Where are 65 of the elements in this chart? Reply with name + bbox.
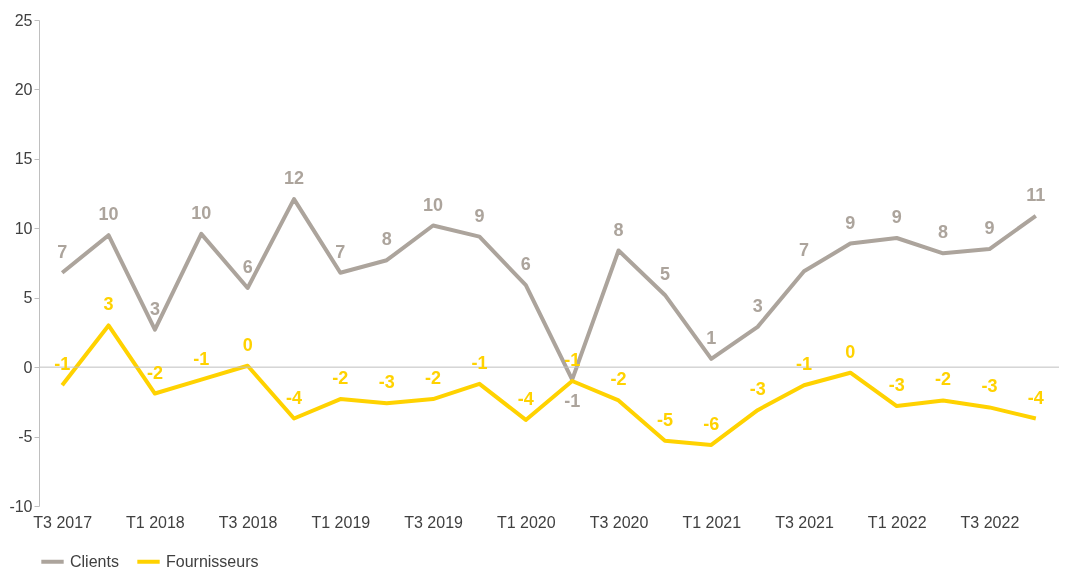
data-label: -3: [981, 376, 998, 397]
data-label: 9: [845, 212, 856, 233]
data-label: -2: [935, 369, 952, 390]
data-label: -6: [703, 413, 720, 434]
x-tick-label: T3 2021: [775, 513, 834, 531]
y-tick-label: 5: [23, 289, 33, 307]
data-label: 1: [706, 327, 717, 348]
data-label: 3: [103, 294, 114, 315]
data-label: -1: [471, 352, 488, 373]
x-tick-label: T1 2020: [496, 513, 556, 531]
data-label: -1: [795, 354, 813, 375]
data-label: -3: [749, 379, 766, 400]
data-label: -2: [610, 369, 627, 390]
y-tick-label: 15: [14, 150, 33, 168]
data-label: 8: [613, 219, 624, 240]
y-tick-label: -5: [18, 428, 33, 446]
data-label: -1: [193, 348, 210, 369]
data-label: 5: [659, 263, 670, 284]
data-label: 7: [57, 241, 68, 262]
data-label: 7: [798, 240, 810, 261]
y-tick-label: -10: [9, 497, 33, 515]
data-label: 3: [149, 298, 160, 319]
data-label: 0: [845, 341, 856, 362]
y-tick-label: 10: [14, 219, 33, 237]
x-tick-label: T3 2022: [960, 513, 1020, 531]
data-label: 10: [191, 202, 212, 223]
data-label: -3: [888, 375, 905, 396]
x-tick-label: T1 2021: [682, 513, 742, 531]
x-tick-label: T3 2017: [33, 513, 93, 531]
data-label: 6: [242, 256, 253, 277]
data-label: 11: [1026, 184, 1046, 205]
data-label: 0: [242, 334, 253, 355]
data-label: 3: [752, 295, 763, 316]
data-label: 8: [938, 222, 949, 243]
data-label: 10: [98, 204, 119, 225]
data-label: 6: [520, 254, 531, 275]
x-tick-label: T3 2019: [404, 513, 464, 531]
data-label: -3: [378, 372, 395, 393]
data-label: -5: [656, 409, 673, 430]
data-label: -1: [564, 390, 581, 411]
x-tick-label: T1 2019: [311, 513, 371, 531]
data-label: 10: [423, 194, 444, 215]
x-tick-label: T3 2020: [589, 513, 649, 531]
data-label: 9: [984, 218, 995, 239]
data-label: 9: [891, 207, 902, 228]
y-tick-label: 20: [14, 80, 33, 98]
data-label: -2: [332, 368, 349, 389]
data-label: 8: [381, 229, 392, 250]
y-tick-label: 0: [23, 358, 33, 376]
data-label: 9: [474, 205, 485, 226]
legend-label: Clients: [70, 552, 119, 570]
data-label: -4: [517, 388, 534, 409]
y-tick-label: 25: [14, 11, 33, 29]
x-tick-label: T1 2022: [867, 513, 927, 531]
legend-label: Fournisseurs: [166, 552, 259, 570]
data-label: -4: [285, 387, 303, 408]
x-tick-label: T1 2018: [126, 513, 185, 531]
data-label: -4: [1027, 387, 1044, 408]
data-label: -1: [54, 354, 71, 375]
x-tick-label: T3 2018: [218, 513, 278, 531]
data-label: 12: [283, 168, 305, 189]
data-label: -2: [425, 368, 442, 389]
data-label: 7: [335, 241, 346, 262]
data-label: -2: [146, 362, 163, 383]
data-label: -1: [564, 350, 581, 371]
